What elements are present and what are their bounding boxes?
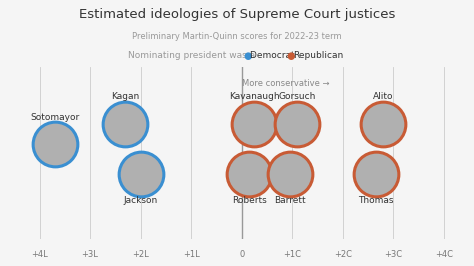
Text: +1C: +1C (283, 250, 301, 259)
Text: Gorsuch: Gorsuch (279, 92, 316, 101)
Text: Kagan: Kagan (111, 92, 139, 101)
Text: Estimated ideologies of Supreme Court justices: Estimated ideologies of Supreme Court ju… (79, 8, 395, 21)
Text: +4L: +4L (31, 250, 48, 259)
Text: Sotomayor: Sotomayor (30, 113, 79, 122)
Text: 0: 0 (239, 250, 245, 259)
Text: Democrat: Democrat (250, 51, 300, 60)
Text: Jackson: Jackson (124, 196, 158, 205)
Point (372, 172, 380, 176)
Text: More conservative →: More conservative → (242, 79, 329, 88)
Text: Republican: Republican (293, 51, 343, 60)
Point (122, 121, 129, 126)
Point (251, 121, 258, 126)
Text: +1L: +1L (183, 250, 200, 259)
Text: +3C: +3C (384, 250, 402, 259)
Point (246, 172, 253, 176)
Text: +4C: +4C (435, 250, 453, 259)
Text: +3L: +3L (82, 250, 99, 259)
Text: Kavanaugh: Kavanaugh (229, 92, 280, 101)
Text: Nominating president was a: Nominating president was a (128, 51, 261, 60)
Text: +2L: +2L (132, 250, 149, 259)
Point (380, 121, 387, 126)
Point (51, 142, 58, 146)
Point (293, 121, 301, 126)
Text: ●: ● (287, 51, 295, 61)
Text: ●: ● (244, 51, 252, 61)
Point (137, 172, 145, 176)
Text: Alito: Alito (373, 92, 393, 101)
Text: Roberts: Roberts (232, 196, 267, 205)
Point (286, 172, 293, 176)
Text: Barrett: Barrett (274, 196, 306, 205)
Text: Preliminary Martin-Quinn scores for 2022-23 term: Preliminary Martin-Quinn scores for 2022… (132, 32, 342, 41)
Text: +2C: +2C (334, 250, 352, 259)
Text: Thomas: Thomas (358, 196, 393, 205)
